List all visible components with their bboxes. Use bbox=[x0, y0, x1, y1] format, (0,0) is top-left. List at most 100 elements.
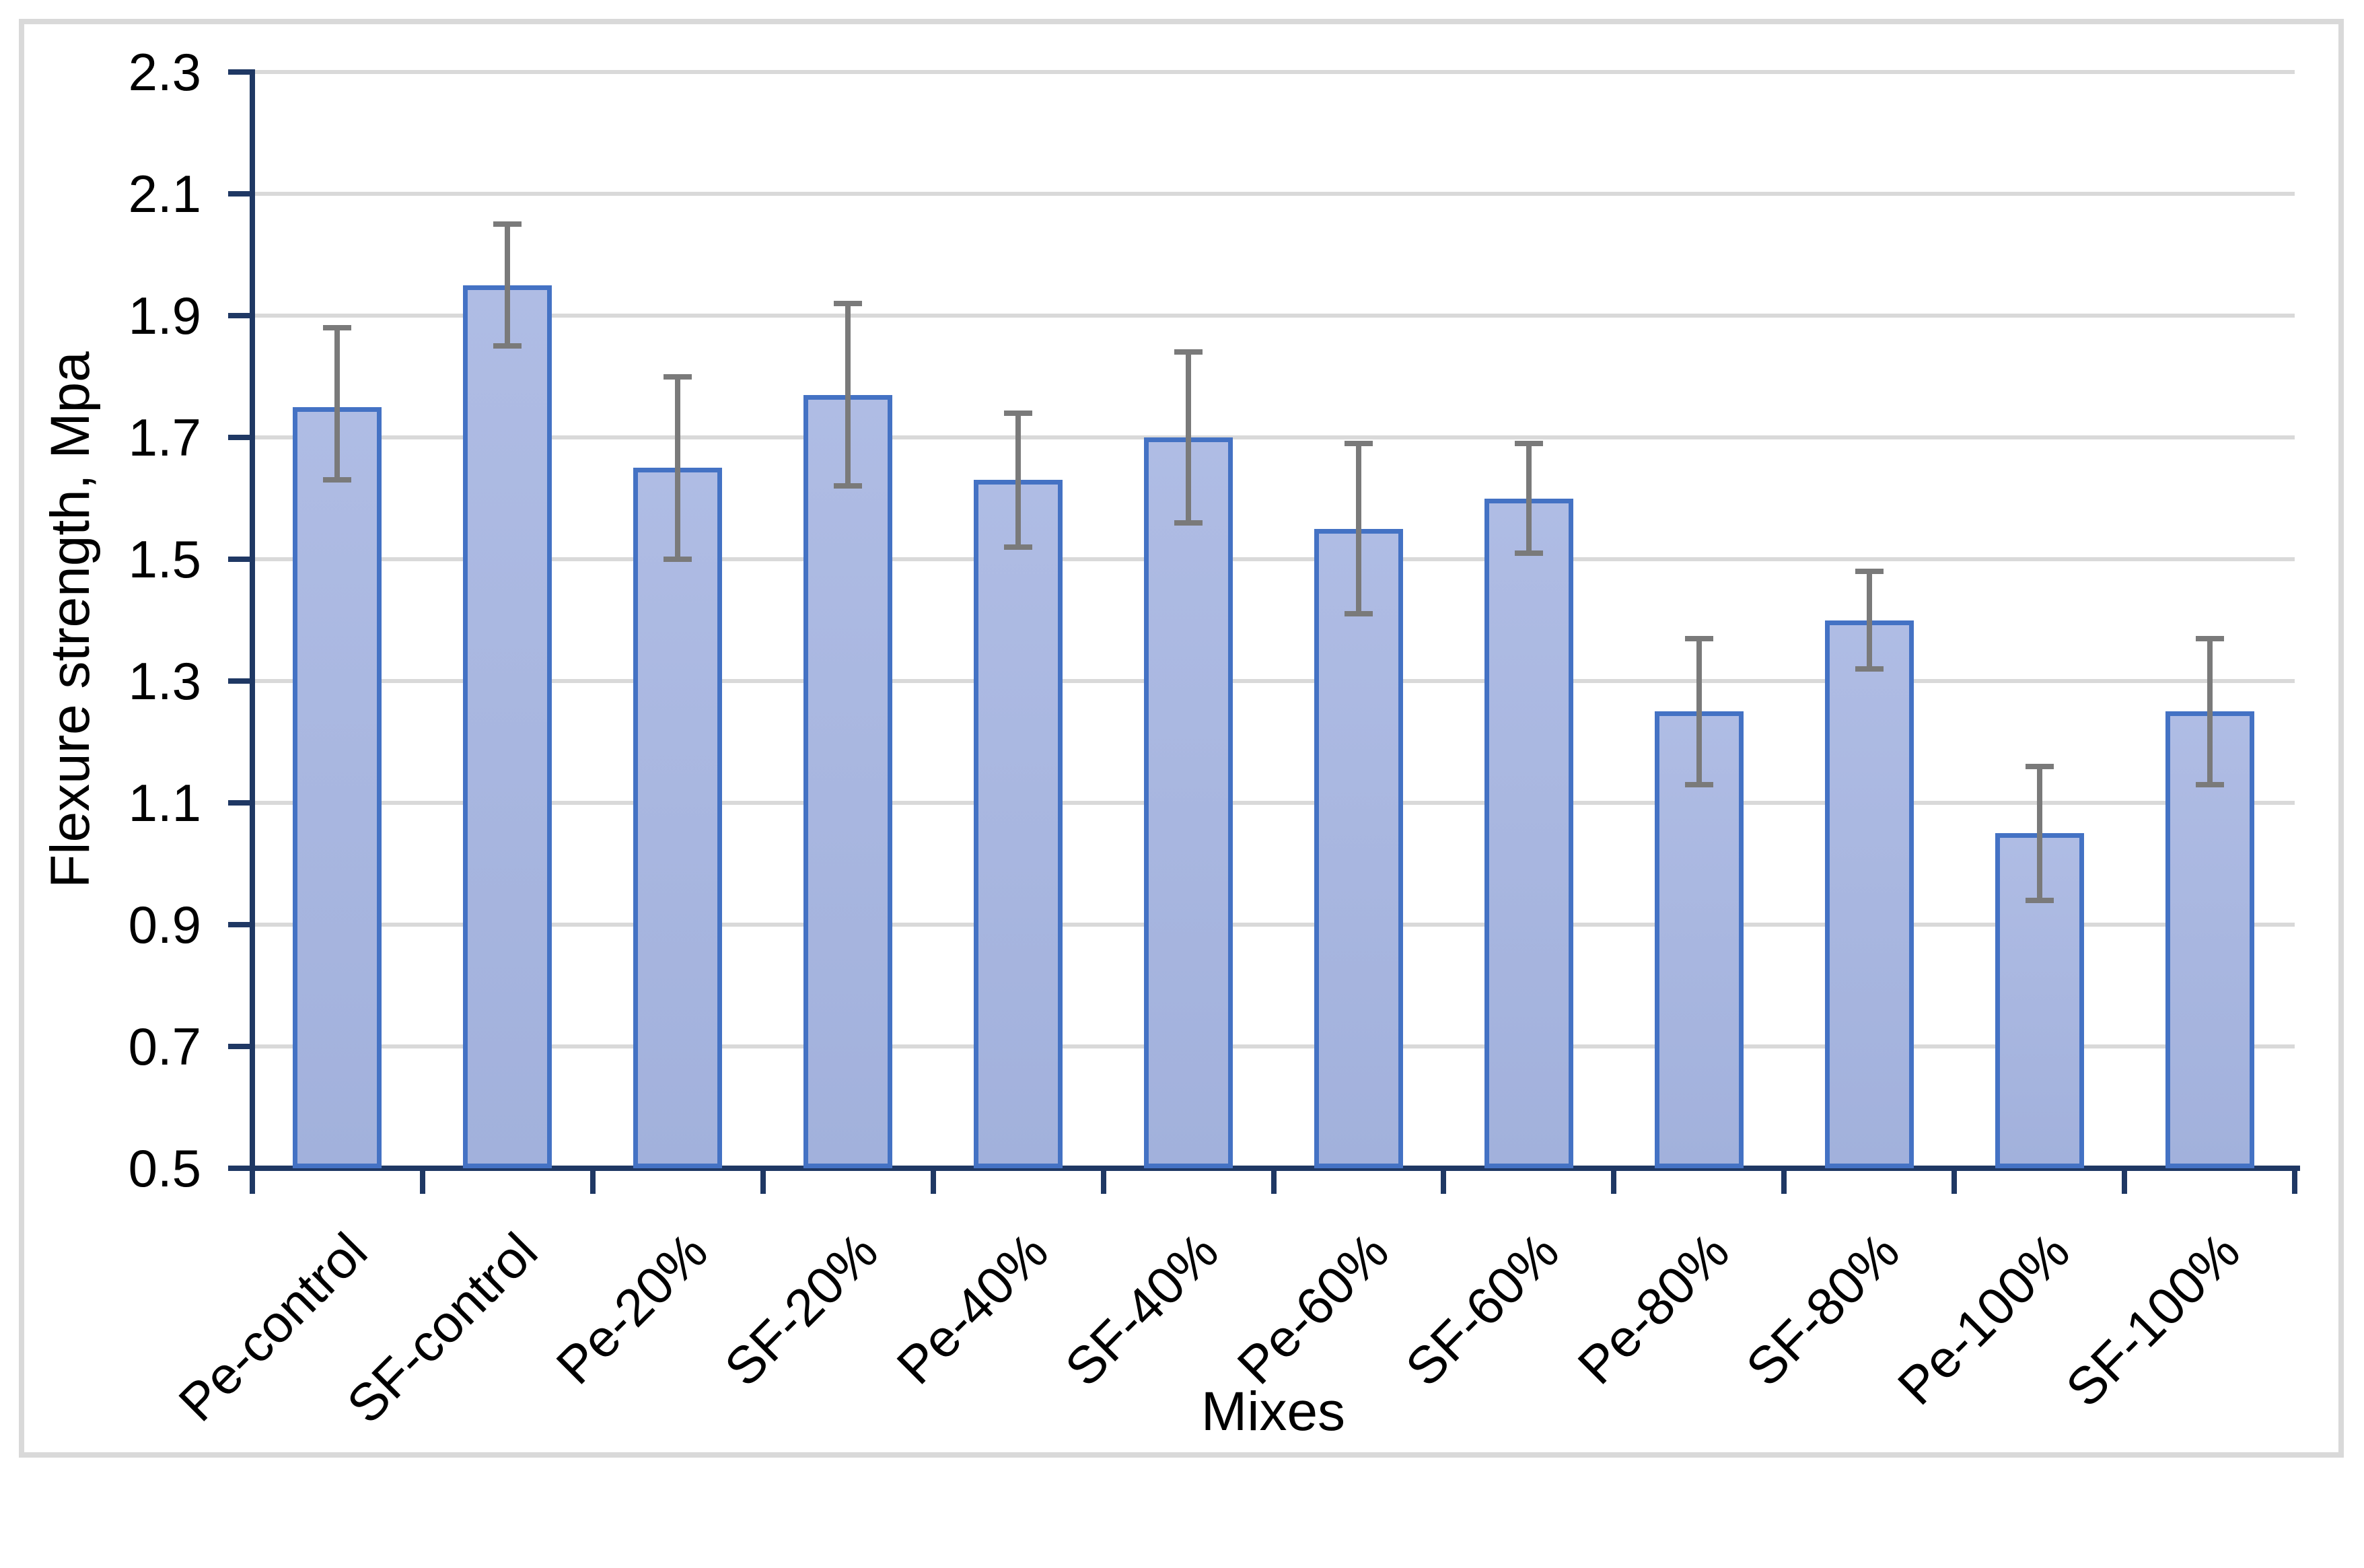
x-tick-mark bbox=[589, 1168, 596, 1194]
y-tick-mark bbox=[228, 191, 255, 197]
error-bar-line bbox=[1355, 443, 1361, 614]
x-tick-mark bbox=[2292, 1168, 2297, 1194]
y-tick-label: 2.3 bbox=[128, 42, 201, 102]
x-tick-mark bbox=[1441, 1168, 1447, 1194]
error-bar-cap-top bbox=[2025, 763, 2054, 769]
gridline bbox=[252, 557, 2295, 561]
error-bar-line bbox=[845, 303, 851, 487]
x-tick-label: SF-100% bbox=[2054, 1221, 2251, 1419]
x-tick-label: Pe-control bbox=[167, 1221, 379, 1433]
error-bar-cap-bottom bbox=[834, 483, 863, 489]
error-bar-cap-bottom bbox=[1684, 781, 1713, 787]
error-bar-cap-top bbox=[323, 325, 352, 331]
y-tick-mark bbox=[228, 922, 255, 927]
gridline bbox=[252, 70, 2295, 74]
bar-pe-control bbox=[293, 406, 382, 1168]
bar-pe-60 bbox=[1314, 528, 1403, 1168]
error-bar-line bbox=[334, 328, 341, 480]
error-bar-cap-bottom bbox=[1514, 550, 1543, 556]
error-bar-line bbox=[1526, 443, 1532, 553]
error-bar-cap-bottom bbox=[2195, 781, 2224, 787]
chart-outer-border bbox=[19, 19, 2344, 1458]
error-bar-cap-top bbox=[664, 373, 692, 380]
x-tick-mark bbox=[1100, 1168, 1106, 1194]
bar-pe-80 bbox=[1654, 711, 1744, 1168]
x-tick-mark bbox=[930, 1168, 936, 1194]
y-tick-mark bbox=[228, 313, 255, 318]
x-tick-mark bbox=[2122, 1168, 2128, 1194]
y-tick-mark bbox=[228, 435, 255, 440]
y-tick-mark bbox=[228, 1044, 255, 1049]
error-bar-cap-bottom bbox=[1855, 666, 1884, 672]
error-bar-line bbox=[675, 376, 681, 559]
x-tick-label: SF-control bbox=[335, 1221, 549, 1435]
y-tick-label: 1.9 bbox=[128, 286, 201, 345]
error-bar-cap-top bbox=[834, 300, 863, 306]
gridline bbox=[252, 801, 2295, 805]
error-bar-line bbox=[1866, 571, 1872, 669]
bar-sf-40 bbox=[1144, 437, 1233, 1168]
gridline bbox=[252, 679, 2295, 683]
x-tick-label: SF-20% bbox=[713, 1221, 890, 1398]
y-tick-label: 0.5 bbox=[128, 1139, 201, 1198]
bar-sf-60 bbox=[1484, 498, 1573, 1168]
x-tick-mark bbox=[419, 1168, 425, 1194]
error-bar-line bbox=[505, 224, 511, 347]
error-bar-cap-bottom bbox=[1174, 520, 1203, 526]
error-bar-cap-bottom bbox=[664, 557, 692, 562]
x-axis-title: Mixes bbox=[1201, 1381, 1346, 1442]
bar-sf-20 bbox=[803, 394, 893, 1168]
y-tick-mark bbox=[228, 678, 255, 684]
error-bar-line bbox=[2036, 766, 2042, 900]
x-tick-label: Pe-20% bbox=[544, 1221, 719, 1396]
y-tick-mark bbox=[228, 557, 255, 562]
bar-sf-100 bbox=[2165, 711, 2254, 1168]
error-bar-cap-bottom bbox=[323, 477, 352, 483]
x-tick-mark bbox=[1611, 1168, 1617, 1194]
bar-pe-20 bbox=[633, 468, 723, 1168]
y-tick-label: 1.1 bbox=[128, 773, 201, 832]
y-tick-label: 1.5 bbox=[128, 530, 201, 589]
gridline bbox=[252, 923, 2295, 927]
x-tick-label: SF-80% bbox=[1734, 1221, 1910, 1398]
error-bar-cap-top bbox=[1684, 635, 1713, 641]
error-bar-cap-bottom bbox=[2025, 897, 2054, 903]
error-bar-line bbox=[2207, 638, 2213, 785]
y-tick-label: 1.3 bbox=[128, 651, 201, 711]
y-axis-title: Flexure strength, Mpa bbox=[40, 351, 101, 888]
error-bar-cap-top bbox=[493, 221, 522, 227]
x-tick-label: Pe-100% bbox=[1886, 1221, 2081, 1417]
error-bar-line bbox=[1696, 638, 1702, 785]
error-bar-cap-top bbox=[1174, 349, 1203, 355]
y-tick-label: 0.7 bbox=[128, 1017, 201, 1076]
error-bar-cap-top bbox=[1004, 410, 1033, 416]
gridline bbox=[252, 435, 2295, 439]
gridline bbox=[252, 1044, 2295, 1048]
x-tick-mark bbox=[1951, 1168, 1958, 1194]
bar-pe-40 bbox=[974, 480, 1063, 1168]
error-bar-line bbox=[1186, 352, 1192, 523]
x-tick-mark bbox=[760, 1168, 766, 1194]
gridline bbox=[252, 192, 2295, 196]
x-axis-line bbox=[228, 1166, 2300, 1171]
x-tick-mark bbox=[250, 1168, 255, 1194]
error-bar-cap-top bbox=[1855, 569, 1884, 575]
y-tick-label: 0.9 bbox=[128, 895, 201, 954]
error-bar-cap-top bbox=[1344, 441, 1373, 447]
error-bar-line bbox=[1015, 413, 1022, 547]
x-tick-mark bbox=[1270, 1168, 1277, 1194]
error-bar-cap-bottom bbox=[1004, 544, 1033, 550]
bar-sf-control bbox=[463, 285, 552, 1168]
error-bar-cap-bottom bbox=[1344, 611, 1373, 617]
x-tick-mark bbox=[1781, 1168, 1787, 1194]
y-tick-label: 1.7 bbox=[128, 408, 201, 467]
y-tick-mark bbox=[228, 800, 255, 806]
plot-area: 2.3 2.1 1.9 1.7 1.5 1.3 1.1 0.9 0.7 0.5 Pe-control… bbox=[128, 42, 2300, 1435]
gridline bbox=[252, 314, 2295, 318]
error-bar-cap-bottom bbox=[493, 343, 522, 349]
y-tick-label: 2.1 bbox=[128, 164, 201, 223]
bar-sf-80 bbox=[1824, 620, 1914, 1168]
bar-chart-figure: 2.3 2.1 1.9 1.7 1.5 1.3 1.1 0.9 0.7 0.5 Pe-control… bbox=[19, 19, 2344, 1458]
error-bar-cap-top bbox=[2195, 635, 2224, 641]
error-bar-cap-top bbox=[1514, 441, 1543, 447]
